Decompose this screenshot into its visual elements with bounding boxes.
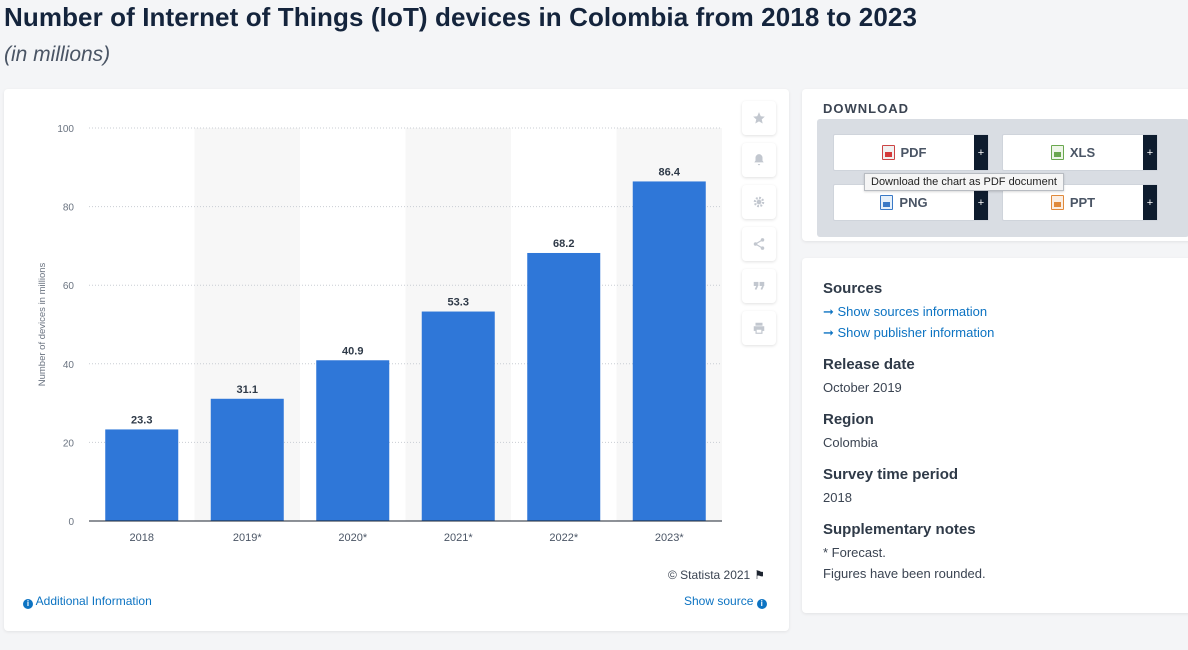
bar-value-label: 23.3 (131, 414, 152, 426)
supplementary-notes-line: * Forecast. (823, 545, 886, 560)
xls-label: XLS (1069, 145, 1096, 160)
download-xls-button[interactable]: XLS + (1002, 134, 1158, 171)
png-label: PNG (899, 195, 928, 210)
show-source-link[interactable]: Show source i (684, 594, 767, 609)
show-sources-label: Show sources information (837, 304, 988, 319)
additional-information-link[interactable]: i Additional Information (23, 594, 152, 609)
copyright-text: © Statista 2021 (668, 568, 751, 582)
chart-card: 0 20 40 60 80 100 Number of devices in million… (4, 89, 789, 631)
arrow-right-icon: ➞ (823, 325, 838, 340)
bar-value-label: 31.1 (237, 384, 258, 396)
info-icon: i (23, 599, 33, 609)
pdf-label: PDF (900, 145, 927, 160)
quote-icon[interactable] (742, 269, 776, 303)
chart-copyright[interactable]: © Statista 2021 ⚑ (668, 568, 765, 582)
x-tick-label: 2021* (444, 532, 473, 544)
bell-icon[interactable] (742, 143, 776, 177)
x-tick-label: 2018 (130, 532, 154, 544)
page-title: Number of Internet of Things (IoT) devic… (4, 2, 918, 32)
sources-heading: Sources (823, 280, 883, 297)
supplementary-notes-heading: Supplementary notes (823, 521, 976, 538)
png-plus-button[interactable]: + (974, 185, 988, 220)
y-tick-label: 80 (63, 203, 75, 214)
star-icon[interactable] (742, 101, 776, 135)
bar-value-label: 68.2 (553, 238, 574, 250)
survey-period-value: 2018 (823, 490, 852, 505)
y-axis-label: Number of devices in millions (37, 262, 48, 386)
chart-tools (742, 101, 776, 353)
info-card: Sources ➞ Show sources information ➞ Sho… (802, 258, 1188, 613)
survey-period-heading: Survey time period (823, 466, 959, 483)
show-publisher-link[interactable]: ➞ Show publisher information (823, 322, 994, 343)
pdf-plus-button[interactable]: + (974, 135, 988, 170)
ppt-label: PPT (1069, 195, 1096, 210)
y-tick-label: 0 (68, 517, 74, 528)
gear-icon[interactable] (742, 185, 776, 219)
region-value: Colombia (823, 435, 878, 450)
additional-information-label: Additional Information (35, 594, 152, 608)
flag-icon[interactable]: ⚑ (754, 568, 765, 582)
download-panel: PDF + XLS + PNG + PPT + Download the cha… (817, 119, 1188, 237)
pdf-tooltip: Download the chart as PDF document (864, 173, 1064, 191)
page-subtitle: (in millions) (4, 43, 111, 66)
bar (210, 398, 284, 521)
x-tick-label: 2020* (338, 532, 367, 544)
x-tick-label: 2023* (655, 532, 684, 544)
bar-value-label: 86.4 (659, 166, 681, 178)
y-tick-label: 100 (57, 124, 74, 135)
show-sources-link[interactable]: ➞ Show sources information (823, 301, 994, 322)
x-tick-label: 2019* (233, 532, 262, 544)
y-tick-label: 20 (63, 438, 75, 449)
download-heading: DOWNLOAD (823, 101, 909, 116)
y-tick-label: 60 (63, 281, 75, 292)
share-icon[interactable] (742, 227, 776, 261)
release-date-heading: Release date (823, 356, 915, 373)
bar (105, 429, 179, 521)
png-file-icon (880, 195, 894, 210)
xls-plus-button[interactable]: + (1143, 135, 1157, 170)
release-date-value: October 2019 (823, 380, 902, 395)
bar (316, 360, 390, 521)
bar-value-label: 53.3 (448, 297, 469, 309)
ppt-file-icon (1050, 195, 1064, 210)
print-icon[interactable] (742, 311, 776, 345)
bar (421, 311, 495, 521)
show-publisher-label: Show publisher information (837, 325, 995, 340)
bar (632, 181, 706, 521)
bar-chart: 0 20 40 60 80 100 Number of devices in million… (37, 124, 722, 544)
region-heading: Region (823, 411, 874, 428)
show-source-label: Show source (684, 594, 754, 608)
arrow-right-icon: ➞ (823, 304, 838, 319)
bar (527, 252, 601, 521)
x-tick-label: 2022* (549, 532, 578, 544)
xls-file-icon (1050, 145, 1064, 160)
info-icon: i (756, 599, 767, 609)
download-card: DOWNLOAD PDF + XLS + PNG + PPT + Downloa… (802, 89, 1188, 241)
bar-value-label: 40.9 (342, 345, 363, 357)
ppt-plus-button[interactable]: + (1143, 185, 1157, 220)
y-tick-label: 40 (63, 360, 75, 371)
download-pdf-button[interactable]: PDF + (833, 134, 989, 171)
supplementary-notes-line: Figures have been rounded. (823, 566, 986, 581)
pdf-file-icon (881, 145, 895, 160)
